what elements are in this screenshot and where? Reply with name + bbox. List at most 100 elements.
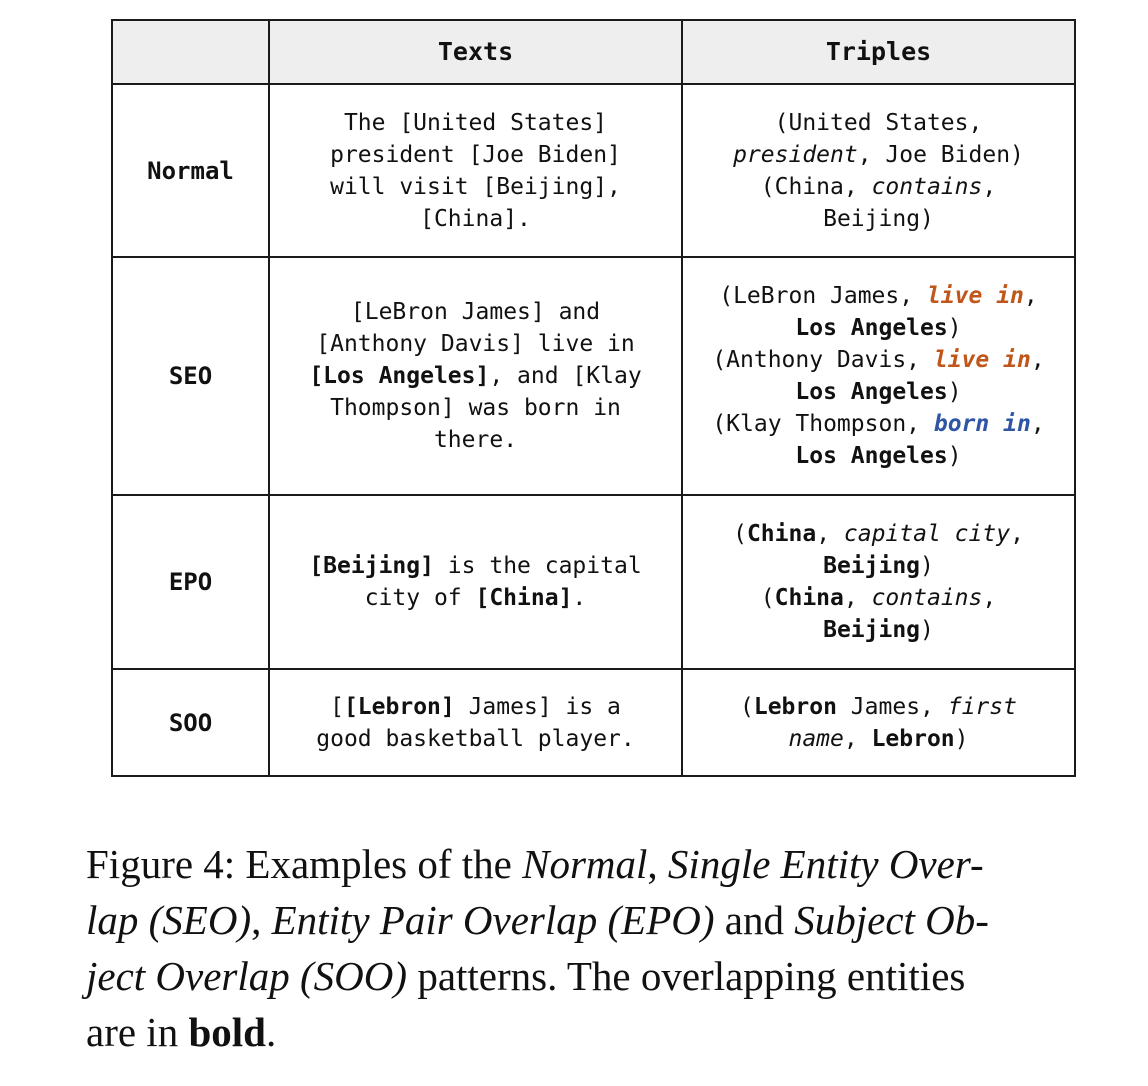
text-run: ) — [947, 379, 962, 405]
text-run: , — [816, 521, 844, 547]
row-label-normal: Normal — [111, 83, 270, 258]
bold-entity: Lebron — [871, 725, 955, 752]
text-run: good basketball player. — [316, 725, 635, 752]
texts-header: Texts — [268, 19, 683, 85]
text-run: president [Joe Biden] — [330, 141, 621, 168]
bold-entity: Los Angeles — [795, 379, 948, 405]
text-run: , — [1023, 283, 1038, 309]
text-line: Los Angeles) — [691, 312, 1066, 344]
bold-entity: Lebron — [753, 693, 837, 720]
row-epo: EPO [Beijing] is the capital city of [Chi… — [111, 494, 1076, 670]
text-cell-soo: [[Lebron] James] is a good basketball pla… — [268, 668, 683, 777]
italic-text: Entity Pair Overlap (EPO) — [271, 897, 715, 943]
relation-born-in: born in — [933, 411, 1031, 437]
text-run: [Anthony Davis] live in — [316, 331, 635, 357]
text-run: Beijing) — [823, 205, 934, 232]
text-run: ( — [760, 585, 775, 611]
text-cell-epo: [Beijing] is the capital city of [China]. — [268, 494, 683, 670]
italic-text: first — [947, 693, 1017, 720]
text-run: patterns. The overlapping entities — [407, 953, 966, 999]
text-run: , — [251, 897, 272, 943]
text-line: [China]. — [278, 203, 673, 235]
text-run: (Anthony Davis, — [712, 347, 934, 373]
relation-live-in: live in — [933, 347, 1031, 373]
text-line: The [United States] — [278, 107, 673, 139]
italic-text: Normal — [522, 841, 648, 887]
text-run: , — [982, 585, 997, 611]
row-label-seo: SEO — [111, 256, 270, 496]
text-run: [ — [330, 693, 344, 720]
text-line: (Anthony Davis, live in, — [691, 344, 1066, 376]
text-run: Thompson] was born in — [330, 395, 621, 421]
text-run: , and [Klay — [489, 363, 642, 389]
bold-entity: [Lebron] — [343, 693, 455, 720]
text-run: ) — [954, 725, 969, 752]
text-run: ( — [740, 693, 754, 720]
text-run: ) — [947, 443, 962, 469]
text-line: Thompson] was born in — [278, 392, 673, 424]
text-line: Figure 4: Examples of the Normal, Single… — [86, 836, 1111, 892]
row-seo: SEO [LeBron James] and [Anthony Davis] li… — [111, 256, 1076, 496]
text-line: [Los Angeles], and [Klay — [278, 360, 673, 392]
text-line: name, Lebron) — [691, 723, 1066, 755]
triples-cell-normal: (United States, president, Joe Biden) (Chi… — [681, 83, 1076, 258]
text-line: president [Joe Biden] — [278, 139, 673, 171]
text-run: ( — [733, 521, 747, 547]
row-normal: Normal The [United States] president [Joe… — [111, 83, 1076, 258]
text-run: ) — [947, 315, 962, 341]
text-run: city of — [364, 585, 476, 611]
italic-text: lap (SEO) — [86, 897, 252, 943]
text-line: [Beijing] is the capital — [278, 550, 673, 582]
row-label-epo: EPO — [111, 494, 270, 670]
figure-caption: Figure 4: Examples of the Normal, Single… — [86, 836, 1111, 1060]
text-run: , Joe Biden) — [857, 141, 1024, 168]
text-line: [[Lebron] James] is a — [278, 691, 673, 723]
text-run: is the capital — [433, 553, 642, 579]
italic-text: contains — [871, 585, 983, 611]
text-run: [LeBron James] and — [350, 299, 601, 325]
text-run: James, — [836, 693, 948, 720]
corner-cell — [111, 19, 270, 85]
text-run: . — [265, 1009, 277, 1055]
text-line: city of [China]. — [278, 582, 673, 614]
text-run: Figure 4: Examples of the — [86, 841, 523, 887]
row-soo: SOO [[Lebron] James] is a good basketball… — [111, 668, 1076, 777]
relation-live-in: live in — [926, 283, 1024, 309]
text-line: (China, capital city, — [691, 518, 1066, 550]
examples-table: Texts Triples Normal The [United States]… — [111, 19, 1076, 777]
text-line: (Klay Thompson, born in, — [691, 408, 1066, 440]
text-run: ) — [920, 553, 934, 579]
text-run: , — [1030, 347, 1045, 373]
text-line: (China, contains, — [691, 582, 1066, 614]
text-run: . — [572, 585, 587, 611]
text-run: , — [647, 841, 668, 887]
text-line: (United States, — [691, 107, 1066, 139]
italic-text: capital city — [843, 521, 1011, 547]
text-run: James] is a — [454, 693, 621, 720]
bold-entity: Beijing — [823, 553, 921, 579]
italic-text: president — [733, 141, 858, 168]
text-run: (China, — [760, 173, 872, 200]
text-line: Beijing) — [691, 203, 1066, 235]
text-line: lap (SEO), Entity Pair Overlap (EPO) and… — [86, 892, 1111, 948]
header-row: Texts Triples — [111, 19, 1076, 85]
text-line: Beijing) — [691, 550, 1066, 582]
bold-entity: [China] — [475, 585, 573, 611]
text-run: there. — [433, 427, 518, 453]
text-run: and — [714, 897, 795, 943]
text-line: [LeBron James] and — [278, 296, 673, 328]
triples-header: Triples — [681, 19, 1076, 85]
text-run: (Klay Thompson, — [712, 411, 934, 437]
triples-cell-seo: (LeBron James, live in, Los Angeles) (Anth… — [681, 256, 1076, 496]
triples-cell-soo: (Lebron James, first name, Lebron) — [681, 668, 1076, 777]
italic-text: name — [788, 725, 844, 752]
bold-entity: Los Angeles — [795, 315, 948, 341]
text-line: are in bold. — [86, 1004, 1111, 1060]
bold-entity: [Los Angeles] — [309, 363, 490, 389]
text-run: [China]. — [420, 205, 531, 232]
text-cell-seo: [LeBron James] and [Anthony Davis] live i… — [268, 256, 683, 496]
bold-entity: Los Angeles — [795, 443, 948, 469]
text-line: president, Joe Biden) — [691, 139, 1066, 171]
italic-text: contains — [871, 173, 983, 200]
bold-entity: Beijing — [823, 617, 921, 643]
